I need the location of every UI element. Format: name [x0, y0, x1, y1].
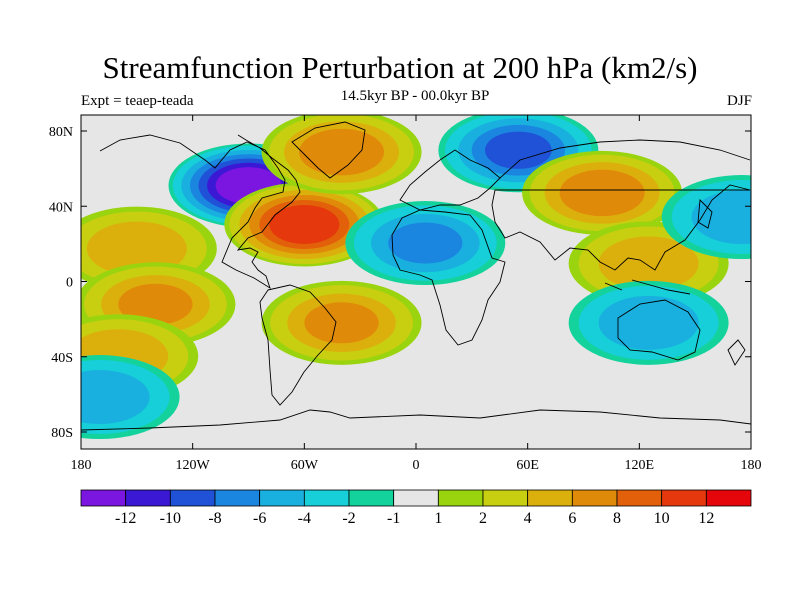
colorbar-swatch [482, 489, 529, 507]
colorbar-label: -8 [208, 510, 221, 527]
colorbar: -12 -10 -8 -6 -4 -2 -1 1 2 4 6 8 10 12 [80, 489, 752, 527]
colorbar-swatch [616, 489, 663, 507]
colorbar-label: -10 [160, 510, 181, 527]
coast-japan [697, 199, 713, 229]
coast-new-zealand [727, 339, 746, 366]
colorbar-label: -2 [342, 510, 355, 527]
contour-band [388, 222, 463, 264]
contour-band [485, 131, 552, 169]
season-label: DJF [726, 93, 752, 109]
coast-africa [391, 209, 506, 346]
coast-greenland [291, 121, 366, 179]
colorbar-label: 1 [434, 510, 442, 527]
anomaly-center [261, 280, 422, 365]
contour-band [691, 190, 751, 245]
colorbar-label: 10 [654, 510, 670, 527]
contour-band [269, 204, 340, 244]
coast-antarctica [81, 409, 751, 431]
x-tick-label: 0 [413, 458, 420, 473]
colorbar-label: -1 [387, 510, 400, 527]
contour-band [86, 221, 187, 276]
colorbar-swatch [348, 489, 395, 507]
colorbar-swatch [303, 489, 350, 507]
coast-south-america [259, 284, 337, 406]
chart-title: Streamfunction Perturbation at 200 hPa (… [102, 50, 698, 85]
y-tick-label: 40N [49, 200, 73, 215]
anomaly-center [568, 280, 729, 365]
y-tick-label: 80S [51, 426, 73, 441]
contour-band [598, 295, 699, 350]
contour-band [118, 283, 193, 325]
colorbar-label: 4 [524, 510, 532, 527]
x-tick-label: 60E [516, 458, 539, 473]
coast-europe [399, 149, 501, 211]
colorbar-label: -12 [115, 510, 136, 527]
colorbar-swatch [214, 489, 261, 507]
y-tick-label: 80N [49, 125, 73, 140]
anomaly-center [224, 182, 385, 267]
coast-north-america [99, 134, 301, 290]
colorbar-swatch [125, 489, 171, 507]
colorbar-label: -6 [253, 510, 266, 527]
colorbar-label: -4 [298, 510, 311, 527]
x-tick-label: 120W [176, 458, 211, 473]
colorbar-swatch [661, 489, 707, 507]
coast-australia [617, 299, 701, 361]
chart-subtitle: 14.5kyr BP - 00.0kyr BP [340, 88, 490, 104]
colorbar-label: 8 [613, 510, 621, 527]
coast-indonesia [604, 279, 691, 295]
colorbar-swatch [169, 489, 216, 507]
y-tick-label: 0 [66, 276, 73, 291]
contour-band [304, 302, 379, 344]
y-tick-label: 40S [51, 351, 73, 366]
anomaly-center [345, 201, 506, 286]
colorbar-label: 6 [568, 510, 576, 527]
colorbar-swatch [80, 489, 127, 507]
coast-asia [491, 139, 751, 271]
colorbar-swatch [393, 489, 439, 507]
colorbar-swatch [437, 489, 484, 507]
experiment-label: Expt = teaep-teada [81, 93, 194, 109]
colorbar-swatch [259, 489, 305, 507]
contour-band [598, 236, 699, 291]
x-tick-label: 60W [291, 458, 319, 473]
anomaly-center [661, 175, 751, 260]
contour-band [559, 169, 645, 217]
x-tick-label: 180 [741, 458, 762, 473]
map-field [81, 115, 751, 449]
colorbar-label: 2 [479, 510, 487, 527]
x-tick-label: 180 [71, 458, 92, 473]
x-tick-label: 120E [625, 458, 655, 473]
colorbar-swatch [527, 489, 573, 507]
contour-band [299, 128, 385, 176]
contour-band [81, 370, 150, 425]
colorbar-label: 12 [698, 510, 714, 527]
colorbar-swatch [571, 489, 618, 507]
axis-layer: 180 120W 60W 0 60E 120E 180 80N 40N 0 40S 80S [49, 115, 762, 473]
contour-fill-layer [81, 115, 751, 440]
colorbar-swatch [705, 489, 752, 507]
anomaly-center [522, 150, 683, 235]
coastline-layer [81, 121, 751, 431]
anomaly-center [81, 355, 180, 440]
